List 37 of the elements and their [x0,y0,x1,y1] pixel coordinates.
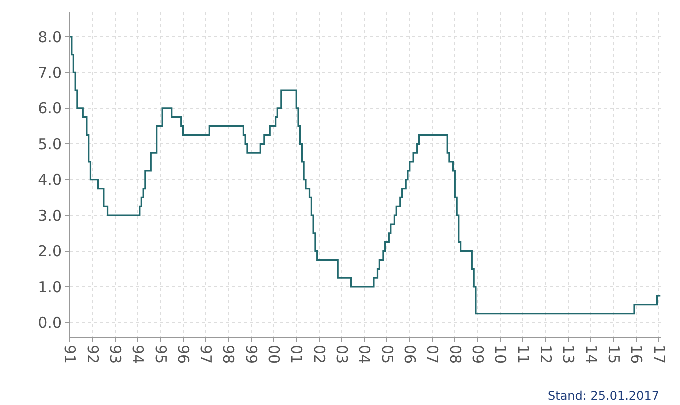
x-tick-label: 00 [265,345,284,364]
x-tick-label: 09 [468,345,487,364]
x-tick-label: 17 [650,345,668,364]
x-tick-label: 07 [424,345,442,364]
x-tick-label: 91 [61,345,80,364]
x-tick-label: 02 [310,345,328,364]
x-tick-label: 98 [220,345,238,364]
y-tick-label: 6.0 [38,100,62,118]
y-tick-label: 3.0 [38,206,62,225]
text: Stand: 25.01.2017 [548,389,660,403]
x-tick-label: 03 [333,345,352,364]
y-tick-label: 0.0 [38,314,62,332]
x-tick-label: 96 [174,345,192,364]
y-tick-label: 2.0 [38,242,62,261]
x-tick-label: 99 [242,345,260,364]
x-tick-label: 16 [628,345,646,364]
x-tick-label: 04 [356,345,374,364]
x-tick-label: 11 [514,345,532,364]
x-tick-label: 14 [582,345,600,364]
y-tick-label: 8.0 [38,28,62,46]
x-tick-label: 94 [129,345,148,364]
y-tick-label: 4.0 [38,171,62,190]
x-tick-label: 13 [560,345,578,364]
x-tick-label: 06 [401,345,420,364]
y-tick-label: 7.0 [38,64,62,82]
x-tick-label: 01 [288,345,306,364]
x-tick-label: 10 [492,345,510,364]
y-tick-label: 1.0 [38,278,62,296]
x-tick-label: 12 [536,345,555,364]
x-tick-label: 05 [378,345,396,364]
x-tick-label: 15 [604,345,623,364]
x-tick-label: 97 [197,345,216,364]
x-tick-label: 93 [106,345,124,364]
x-tick-label: 92 [84,345,102,364]
x-tick-label: 08 [446,345,464,364]
x-tick-label: 95 [152,345,170,364]
y-tick-label: 5.0 [38,135,62,154]
